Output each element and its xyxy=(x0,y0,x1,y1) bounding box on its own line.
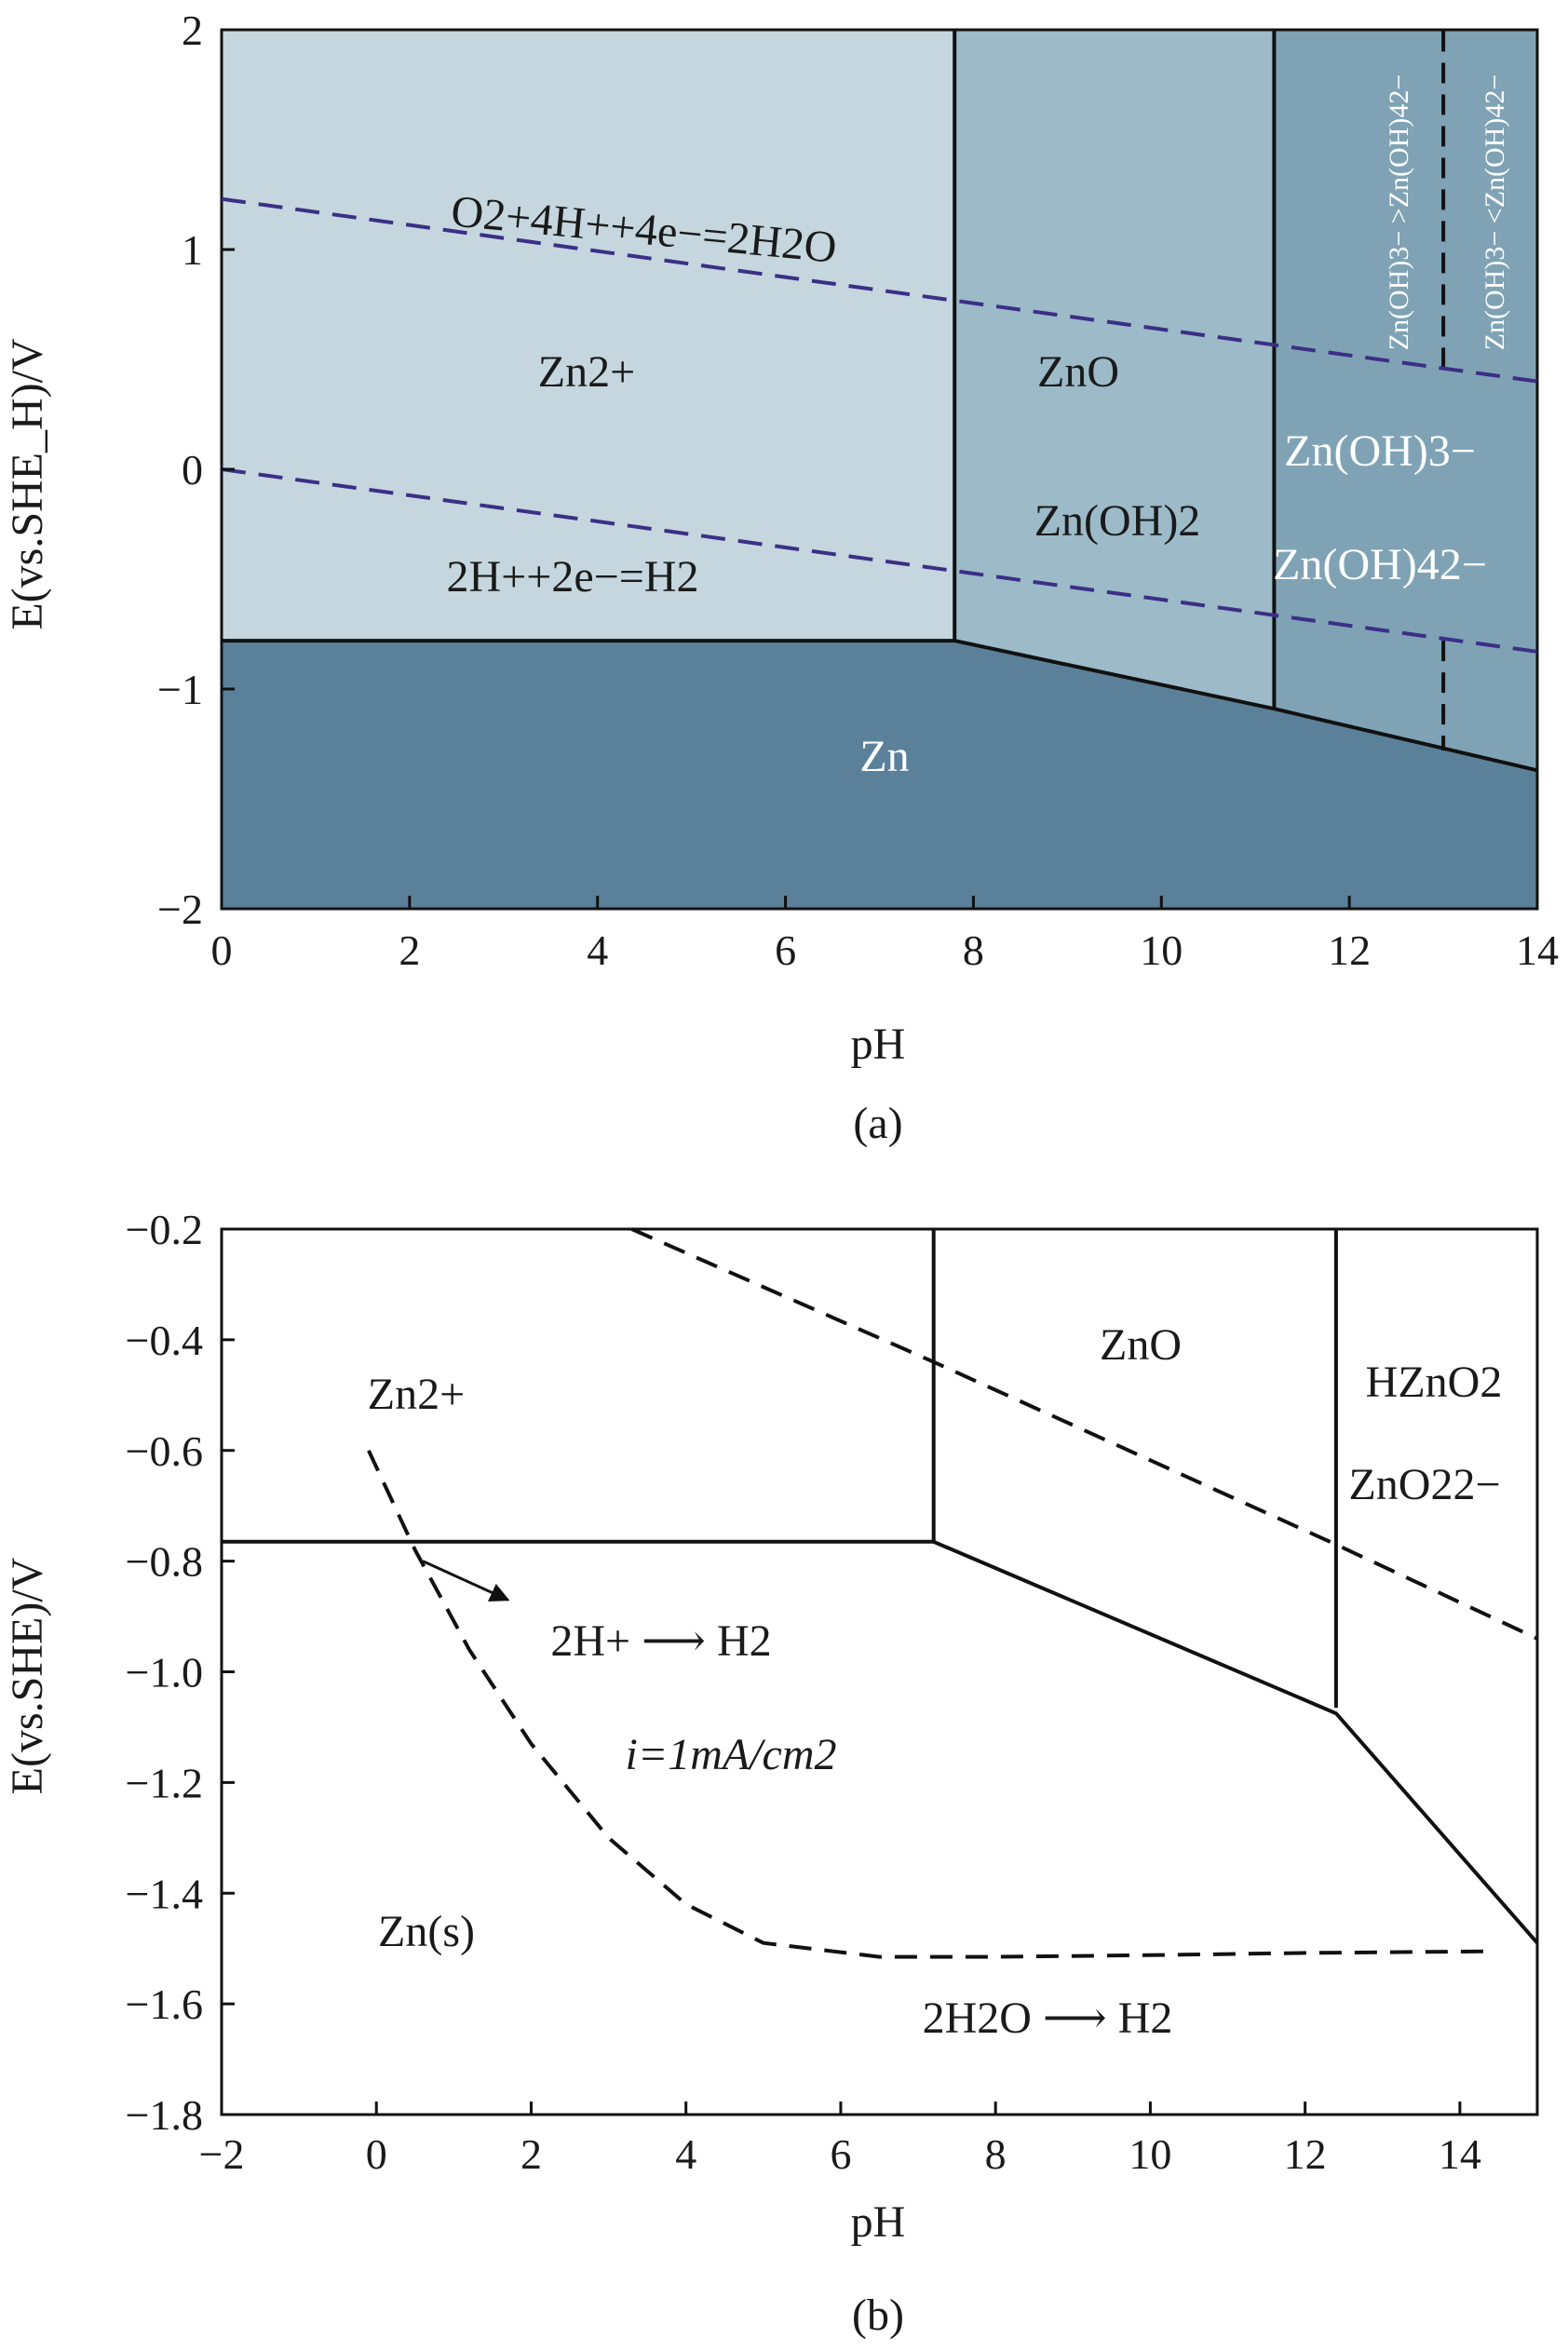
a-x-tick-label: 12 xyxy=(1328,926,1371,974)
b-label-zno2: ZnO22− xyxy=(1348,1460,1500,1509)
a-region-2 xyxy=(954,30,1275,710)
b-plot-frame xyxy=(220,1227,1539,2116)
a-y-tick-label: 1 xyxy=(182,226,203,274)
b-x-tick-label: 2 xyxy=(520,2130,542,2178)
b-x-tick-label: 6 xyxy=(830,2130,851,2178)
a-y-tick-label: 2 xyxy=(182,7,203,54)
b-dashed-line-0 xyxy=(630,1227,1538,1641)
b-label-zno: ZnO xyxy=(1100,1320,1182,1370)
b-label-zn2plus: Zn2+ xyxy=(368,1370,465,1419)
b-y-tick-label: −1.2 xyxy=(126,1759,203,1806)
a-x-tick-label: 0 xyxy=(211,926,233,974)
a-x-tick-label: 14 xyxy=(1516,926,1559,974)
b-label-hzno2: HZnO2 xyxy=(1366,1358,1503,1407)
a-label-vertical-left: Zn(OH)3− >Zn(OH)42− xyxy=(1384,74,1414,351)
b-x-tick-label: −2 xyxy=(199,2130,245,2178)
a-x-tick-label: 2 xyxy=(399,926,420,974)
b-boundary-line-2 xyxy=(932,1539,1539,1945)
a-label-h2-reaction: 2H++2e−=H2 xyxy=(447,552,699,602)
a-x-tick-label: 8 xyxy=(963,926,984,974)
a-y-tick-label: −1 xyxy=(157,666,203,713)
b-label-water-reaction: 2H2O ⟶ H2 xyxy=(923,1994,1173,2043)
b-x-tick-label: 0 xyxy=(366,2130,387,2178)
a-y-tick-label: 0 xyxy=(182,446,203,493)
a-region-0 xyxy=(222,641,1537,909)
b-label-zn-s: Zn(s) xyxy=(378,1907,475,1956)
a-label-zn: Zn xyxy=(859,732,909,781)
a-y-axis-label: E(vs.SHE_H)/V xyxy=(3,338,52,630)
b-y-axis-label: E(vs.SHE)/V xyxy=(3,1557,52,1794)
b-y-tick-label: −0.6 xyxy=(126,1427,203,1475)
b-y-tick-label: −1.0 xyxy=(126,1649,203,1696)
a-label-zn2plus: Zn2+ xyxy=(538,347,635,397)
b-arrow xyxy=(422,1560,510,1602)
b-y-tick-label: −0.4 xyxy=(126,1317,203,1364)
a-x-axis-label: pH xyxy=(851,1020,906,1069)
a-label-zn-oh-2: Zn(OH)2 xyxy=(1034,496,1201,546)
b-caption: (b) xyxy=(852,2291,904,2340)
a-label-zn-oh-3: Zn(OH)3− xyxy=(1284,426,1476,476)
b-x-tick-label: 10 xyxy=(1129,2130,1171,2178)
a-x-tick-label: 6 xyxy=(775,926,796,974)
b-y-tick-label: −1.8 xyxy=(126,2091,203,2139)
a-y-tick-label: −2 xyxy=(157,885,203,933)
a-label-vertical-right: Zn(OH)3− <Zn(OH)42− xyxy=(1480,74,1510,351)
b-x-tick-label: 14 xyxy=(1439,2130,1481,2178)
b-y-tick-label: −1.4 xyxy=(126,1870,203,1917)
a-region-3 xyxy=(1274,30,1537,771)
b-label-h-reaction: 2H+ ⟶ H2 xyxy=(550,1616,771,1666)
b-x-axis-label: pH xyxy=(851,2197,906,2247)
a-x-tick-label: 4 xyxy=(587,926,608,974)
b-y-tick-label: −0.2 xyxy=(126,1206,203,1253)
a-label-zn-oh-4: Zn(OH)42− xyxy=(1273,540,1487,589)
b-dashed-line-1 xyxy=(367,1449,1492,1959)
b-label-current: i=1mA/cm2 xyxy=(625,1730,836,1779)
b-y-tick-label: −0.8 xyxy=(126,1538,203,1586)
b-x-tick-label: 8 xyxy=(985,2130,1007,2178)
b-x-tick-label: 4 xyxy=(675,2130,696,2178)
a-x-tick-label: 10 xyxy=(1140,926,1183,974)
a-region-1 xyxy=(222,30,955,642)
b-x-tick-label: 12 xyxy=(1284,2130,1327,2178)
b-y-tick-label: −1.6 xyxy=(126,1980,203,2028)
a-label-zno: ZnO xyxy=(1037,347,1119,397)
a-caption: (a) xyxy=(853,1099,902,1148)
